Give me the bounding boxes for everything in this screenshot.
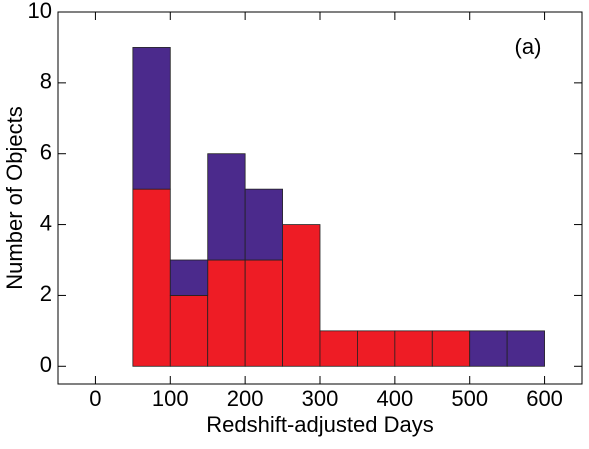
y-tick-label: 0 [40,352,52,377]
x-tick-label: 400 [376,386,413,411]
bar [207,153,246,261]
y-tick-label: 4 [40,210,52,235]
bar [394,330,433,367]
y-tick-label: 8 [40,69,52,94]
y-axis-label: Number of Objects [2,106,27,289]
x-tick-label: 500 [451,386,488,411]
bar [506,330,545,367]
bar [132,47,171,190]
annotation: (a) [515,34,542,59]
bar [132,188,171,367]
bar [244,259,283,367]
bar [319,330,358,367]
x-tick-label: 600 [526,386,563,411]
bar [431,330,471,367]
bar [469,330,508,367]
x-tick-label: 100 [152,386,189,411]
bar [169,259,209,296]
x-axis-label: Redshift-adjusted Days [206,412,433,437]
bar [282,224,321,367]
x-tick-label: 200 [227,386,264,411]
bar [244,188,283,261]
y-tick-label: 10 [28,0,52,23]
bar [169,295,209,367]
x-tick-label: 300 [302,386,339,411]
y-tick-label: 2 [40,281,52,306]
y-tick-label: 6 [40,140,52,165]
x-tick-label: 0 [89,386,101,411]
bar [207,259,246,367]
bar [357,330,396,367]
